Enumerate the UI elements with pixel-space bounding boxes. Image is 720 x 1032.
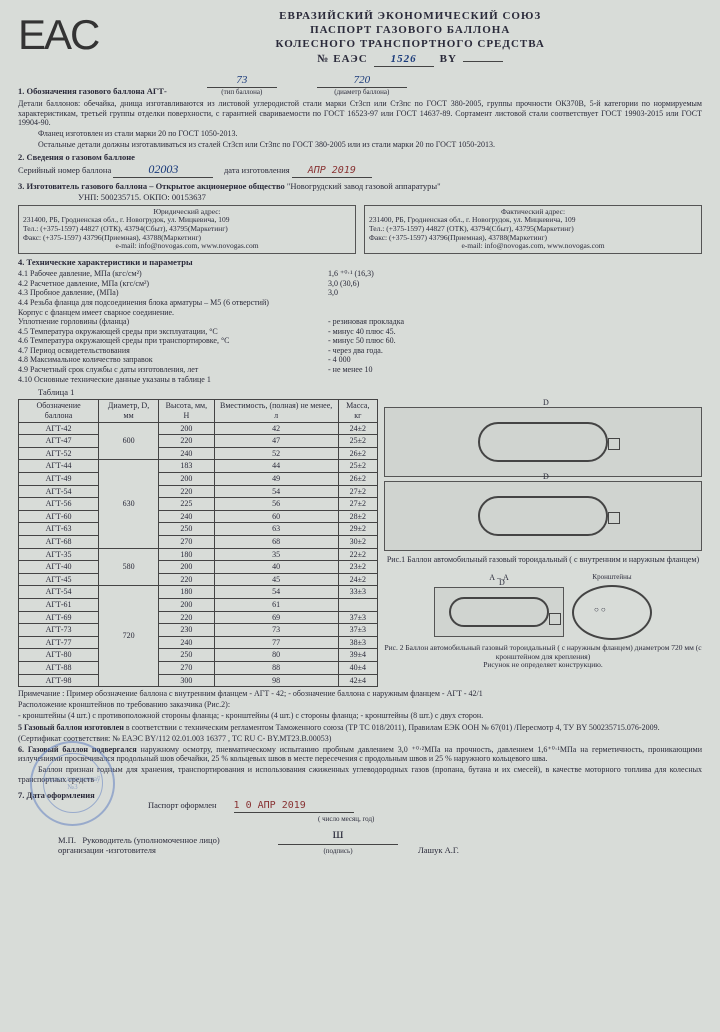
note-sec6b: Баллон признан годным для хранения, тран… bbox=[18, 765, 702, 783]
diameter-label: (диаметр баллона) bbox=[317, 88, 407, 96]
reg-suffix: BY bbox=[440, 53, 457, 66]
manufacture-date: АПР 2019 bbox=[292, 165, 372, 178]
round-stamp: аддзел дакументаў №3 bbox=[30, 741, 115, 826]
serial-label: Серийный номер баллона bbox=[18, 165, 111, 175]
section-4: 4. Технические характеристики и параметр… bbox=[18, 257, 702, 384]
juridical-address: Юридический адрес: 231400, РБ, Гродненск… bbox=[18, 205, 356, 254]
note-sec5: 5 Газовый баллон изготовлен 5 Газовый ба… bbox=[18, 723, 702, 732]
diagram-2a bbox=[434, 587, 564, 637]
date-hint: ( число месяц, год) bbox=[318, 815, 374, 823]
issued-date: 1 0 АПР 2019 bbox=[234, 800, 354, 813]
note-prim: Примечание : Пример обозначение баллона … bbox=[18, 689, 702, 698]
eac-logo: EAC bbox=[18, 10, 98, 60]
details-para-2: Фланец изготовлен из стали марки 20 по Г… bbox=[18, 129, 702, 138]
issued-label: Паспорт оформлен bbox=[148, 800, 217, 810]
diameter-value: 720 bbox=[317, 74, 407, 88]
serial-value: 02003 bbox=[113, 162, 213, 177]
sec4-title: 4. Технические характеристики и параметр… bbox=[18, 257, 702, 267]
title-line-1: ЕВРАЗИЙСКИЙ ЭКОНОМИЧЕСКИЙ СОЮЗ bbox=[118, 10, 702, 23]
details-para-3: Остальные детали должны изготавливаться … bbox=[18, 140, 702, 149]
date-label: дата изготовления bbox=[224, 165, 290, 175]
diagram-1a bbox=[384, 407, 702, 477]
note-cert: (Сертификат соответствия: № ЕАЭС BY/112 … bbox=[18, 734, 702, 743]
mp-label: М.П. bbox=[58, 835, 76, 845]
section-3: 3. Изготовитель газового баллона – Откры… bbox=[18, 181, 702, 254]
address-box: Юридический адрес: 231400, РБ, Гродненск… bbox=[18, 205, 702, 254]
section-7: 7. Дата оформления Паспорт оформлен 1 0 … bbox=[18, 790, 702, 856]
unp: УНП: 500235715. ОКПО: 00153637 bbox=[78, 192, 206, 202]
diagram-2b bbox=[572, 585, 652, 640]
spec-table: Обозначение баллонаДиаметр, D, ммВысота,… bbox=[18, 399, 378, 687]
note-sec6: 6. Газовый баллон подвергался наружному … bbox=[18, 745, 702, 763]
title-line-2: ПАСПОРТ ГАЗОВОГО БАЛЛОНА bbox=[118, 24, 702, 37]
kron-label: Кронштейны bbox=[572, 573, 652, 581]
table-and-diagrams: Обозначение баллонаДиаметр, D, ммВысота,… bbox=[18, 397, 702, 687]
sec3-title: 3. Изготовитель газового баллона – Откры… bbox=[18, 181, 285, 191]
note-rasp: Расположение кронштейнов по требованию з… bbox=[18, 700, 702, 709]
title-line-3: КОЛЕСНОГО ТРАНСПОРТНОГО СРЕДСТВА bbox=[118, 38, 702, 51]
type-value: 73 bbox=[207, 74, 277, 88]
reg-prefix: № ЕАЭС bbox=[317, 53, 367, 66]
diagram-1b bbox=[384, 481, 702, 551]
sec2-title: 2. Сведения о газовом баллоне bbox=[18, 152, 135, 162]
fig2b-caption: Рисунок не определяет конструкцию. bbox=[384, 661, 702, 669]
reg-blank bbox=[463, 61, 503, 62]
table-caption: Таблица 1 bbox=[38, 387, 702, 397]
fig2-caption: Рис. 2 Баллон автомобильный газовый торо… bbox=[384, 644, 702, 661]
sec7-title: 7. Дата оформления bbox=[18, 790, 702, 800]
diagram-column: Рис.1 Баллон автомобильный газовый торои… bbox=[384, 397, 702, 669]
note-kron: - кронштейны (4 шт.) с противоположной с… bbox=[18, 711, 702, 720]
signature: ш bbox=[278, 827, 398, 845]
type-label: (тип баллона) bbox=[207, 88, 277, 96]
details-para: Детали баллонов: обечайка, днища изготав… bbox=[18, 99, 702, 127]
sig-hint: (подпись) bbox=[323, 847, 352, 855]
document-header: EAC ЕВРАЗИЙСКИЙ ЭКОНОМИЧЕСКИЙ СОЮЗ ПАСПО… bbox=[18, 10, 702, 68]
fig1-caption: Рис.1 Баллон автомобильный газовый торои… bbox=[384, 555, 702, 565]
actual-address: Фактический адрес: 231400, РБ, Гродненск… bbox=[364, 205, 702, 254]
header-titles: ЕВРАЗИЙСКИЙ ЭКОНОМИЧЕСКИЙ СОЮЗ ПАСПОРТ Г… bbox=[118, 10, 702, 68]
head-label: Руководитель (уполномоченное лицо) орган… bbox=[58, 835, 220, 855]
section-1: 1. Обозначения газового баллона АГТ- 73 … bbox=[18, 74, 702, 150]
signer-name: Лашук А.Г. bbox=[418, 845, 459, 855]
section-2: 2. Сведения о газовом баллоне Серийный н… bbox=[18, 152, 702, 178]
sec1-title: 1. Обозначения газового баллона АГТ- bbox=[18, 86, 167, 96]
reg-number: 1526 bbox=[374, 53, 434, 67]
maker-name: "Новогрудский завод газовой аппаратуры" bbox=[287, 181, 441, 191]
